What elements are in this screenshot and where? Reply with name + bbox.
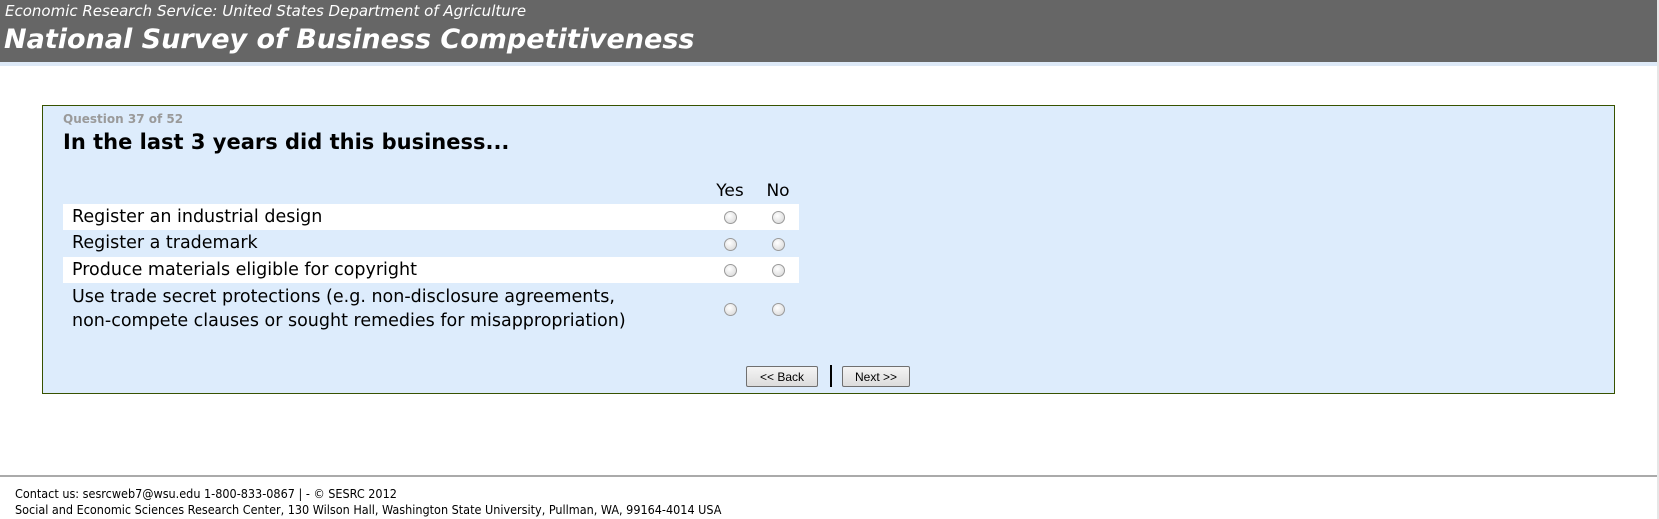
back-button[interactable]: << Back [746, 366, 818, 387]
header-divider [0, 62, 1657, 66]
question-row: Produce materials eligible for copyright [63, 257, 799, 283]
footer-address: Social and Economic Sciences Research Ce… [15, 502, 722, 517]
question-panel: Question 37 of 52 In the last 3 years di… [42, 105, 1615, 394]
radio-no[interactable] [772, 264, 785, 277]
radio-yes[interactable] [724, 238, 737, 251]
column-header-yes: Yes [716, 181, 744, 201]
column-header-no: No [766, 181, 790, 201]
site-title: National Survey of Business Competitiven… [4, 24, 695, 55]
question-progress: Question 37 of 52 [63, 112, 184, 126]
radio-no[interactable] [772, 211, 785, 224]
radio-yes[interactable] [724, 303, 737, 316]
radio-yes[interactable] [724, 264, 737, 277]
question-row: Register an industrial design [63, 204, 799, 230]
row-label-line1: Use trade secret protections (e.g. non-d… [72, 287, 615, 307]
radio-no[interactable] [772, 303, 785, 316]
radio-no[interactable] [772, 238, 785, 251]
row-label-line2: non-compete clauses or sought remedies f… [72, 311, 626, 331]
question-row: Use trade secret protections (e.g. non-d… [63, 283, 799, 338]
footer-divider [0, 475, 1657, 477]
row-label: Register a trademark [72, 233, 258, 253]
scrollbar[interactable] [1657, 0, 1659, 519]
site-header: Economic Research Service: United States… [0, 0, 1657, 62]
row-label: Produce materials eligible for copyright [72, 260, 417, 280]
radio-yes[interactable] [724, 211, 737, 224]
question-row: Register a trademark [63, 230, 799, 257]
agency-name: Economic Research Service: United States… [5, 2, 527, 20]
button-separator [830, 365, 832, 387]
question-text: In the last 3 years did this business... [63, 130, 510, 154]
next-button[interactable]: Next >> [842, 366, 910, 387]
row-label: Register an industrial design [72, 207, 323, 227]
footer-contact: Contact us: sesrcweb7@wsu.edu 1-800-833-… [15, 486, 397, 501]
